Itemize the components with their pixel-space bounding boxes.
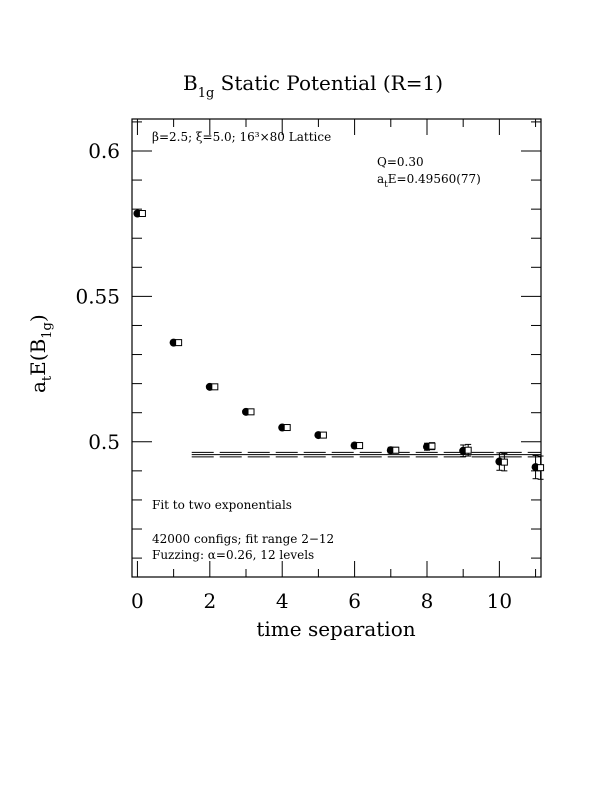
plot-frame [131,118,542,578]
axis-ticks [132,119,541,577]
data-point-square [319,431,327,439]
x-tick-label: 4 [276,589,289,613]
x-tick-labels: 0 2 4 6 8 10 [131,589,512,613]
x-tick-label: 8 [421,589,434,613]
fuzzing-label: Fuzzing: α=0.26, 12 levels [152,548,314,562]
y-tick-label: 0.5 [88,430,120,454]
x-tick-label: 6 [348,589,361,613]
data-point-square [175,339,183,347]
data-point-square [537,464,545,472]
data-point-square [428,442,436,450]
data-point-square [392,446,400,454]
y-tick-label: 0.6 [88,139,120,163]
chart-title: B1g Static Potential (R=1) [183,71,443,101]
y-tick-label: 0.55 [75,284,120,308]
data-point-square [283,424,291,432]
x-tick-label: 2 [203,589,216,613]
x-tick-label: 0 [131,589,144,613]
data-point-square [500,458,508,466]
data-point-square [211,383,219,391]
lattice-label: β=2.5; ξ=5.0; 16³×80 Lattice [152,130,331,144]
data-points [133,209,545,480]
y-axis-label: atE(B1g) [26,314,55,393]
x-axis-label: time separation [256,617,415,641]
fit-label: Fit to two exponentials [152,498,292,512]
data-point-square [247,408,255,416]
x-tick-label: 10 [487,589,512,613]
fit-band [191,451,541,458]
data-point-square [356,442,364,450]
data-point-square [464,446,472,454]
configs-label: 42000 configs; fit range 2−12 [152,532,334,546]
data-point-square [138,210,146,218]
q-label: Q=0.30 [377,155,424,169]
y-tick-labels: 0.5 0.55 0.6 [75,139,120,454]
fit-energy-label: atE=0.49560(77) [377,172,481,190]
